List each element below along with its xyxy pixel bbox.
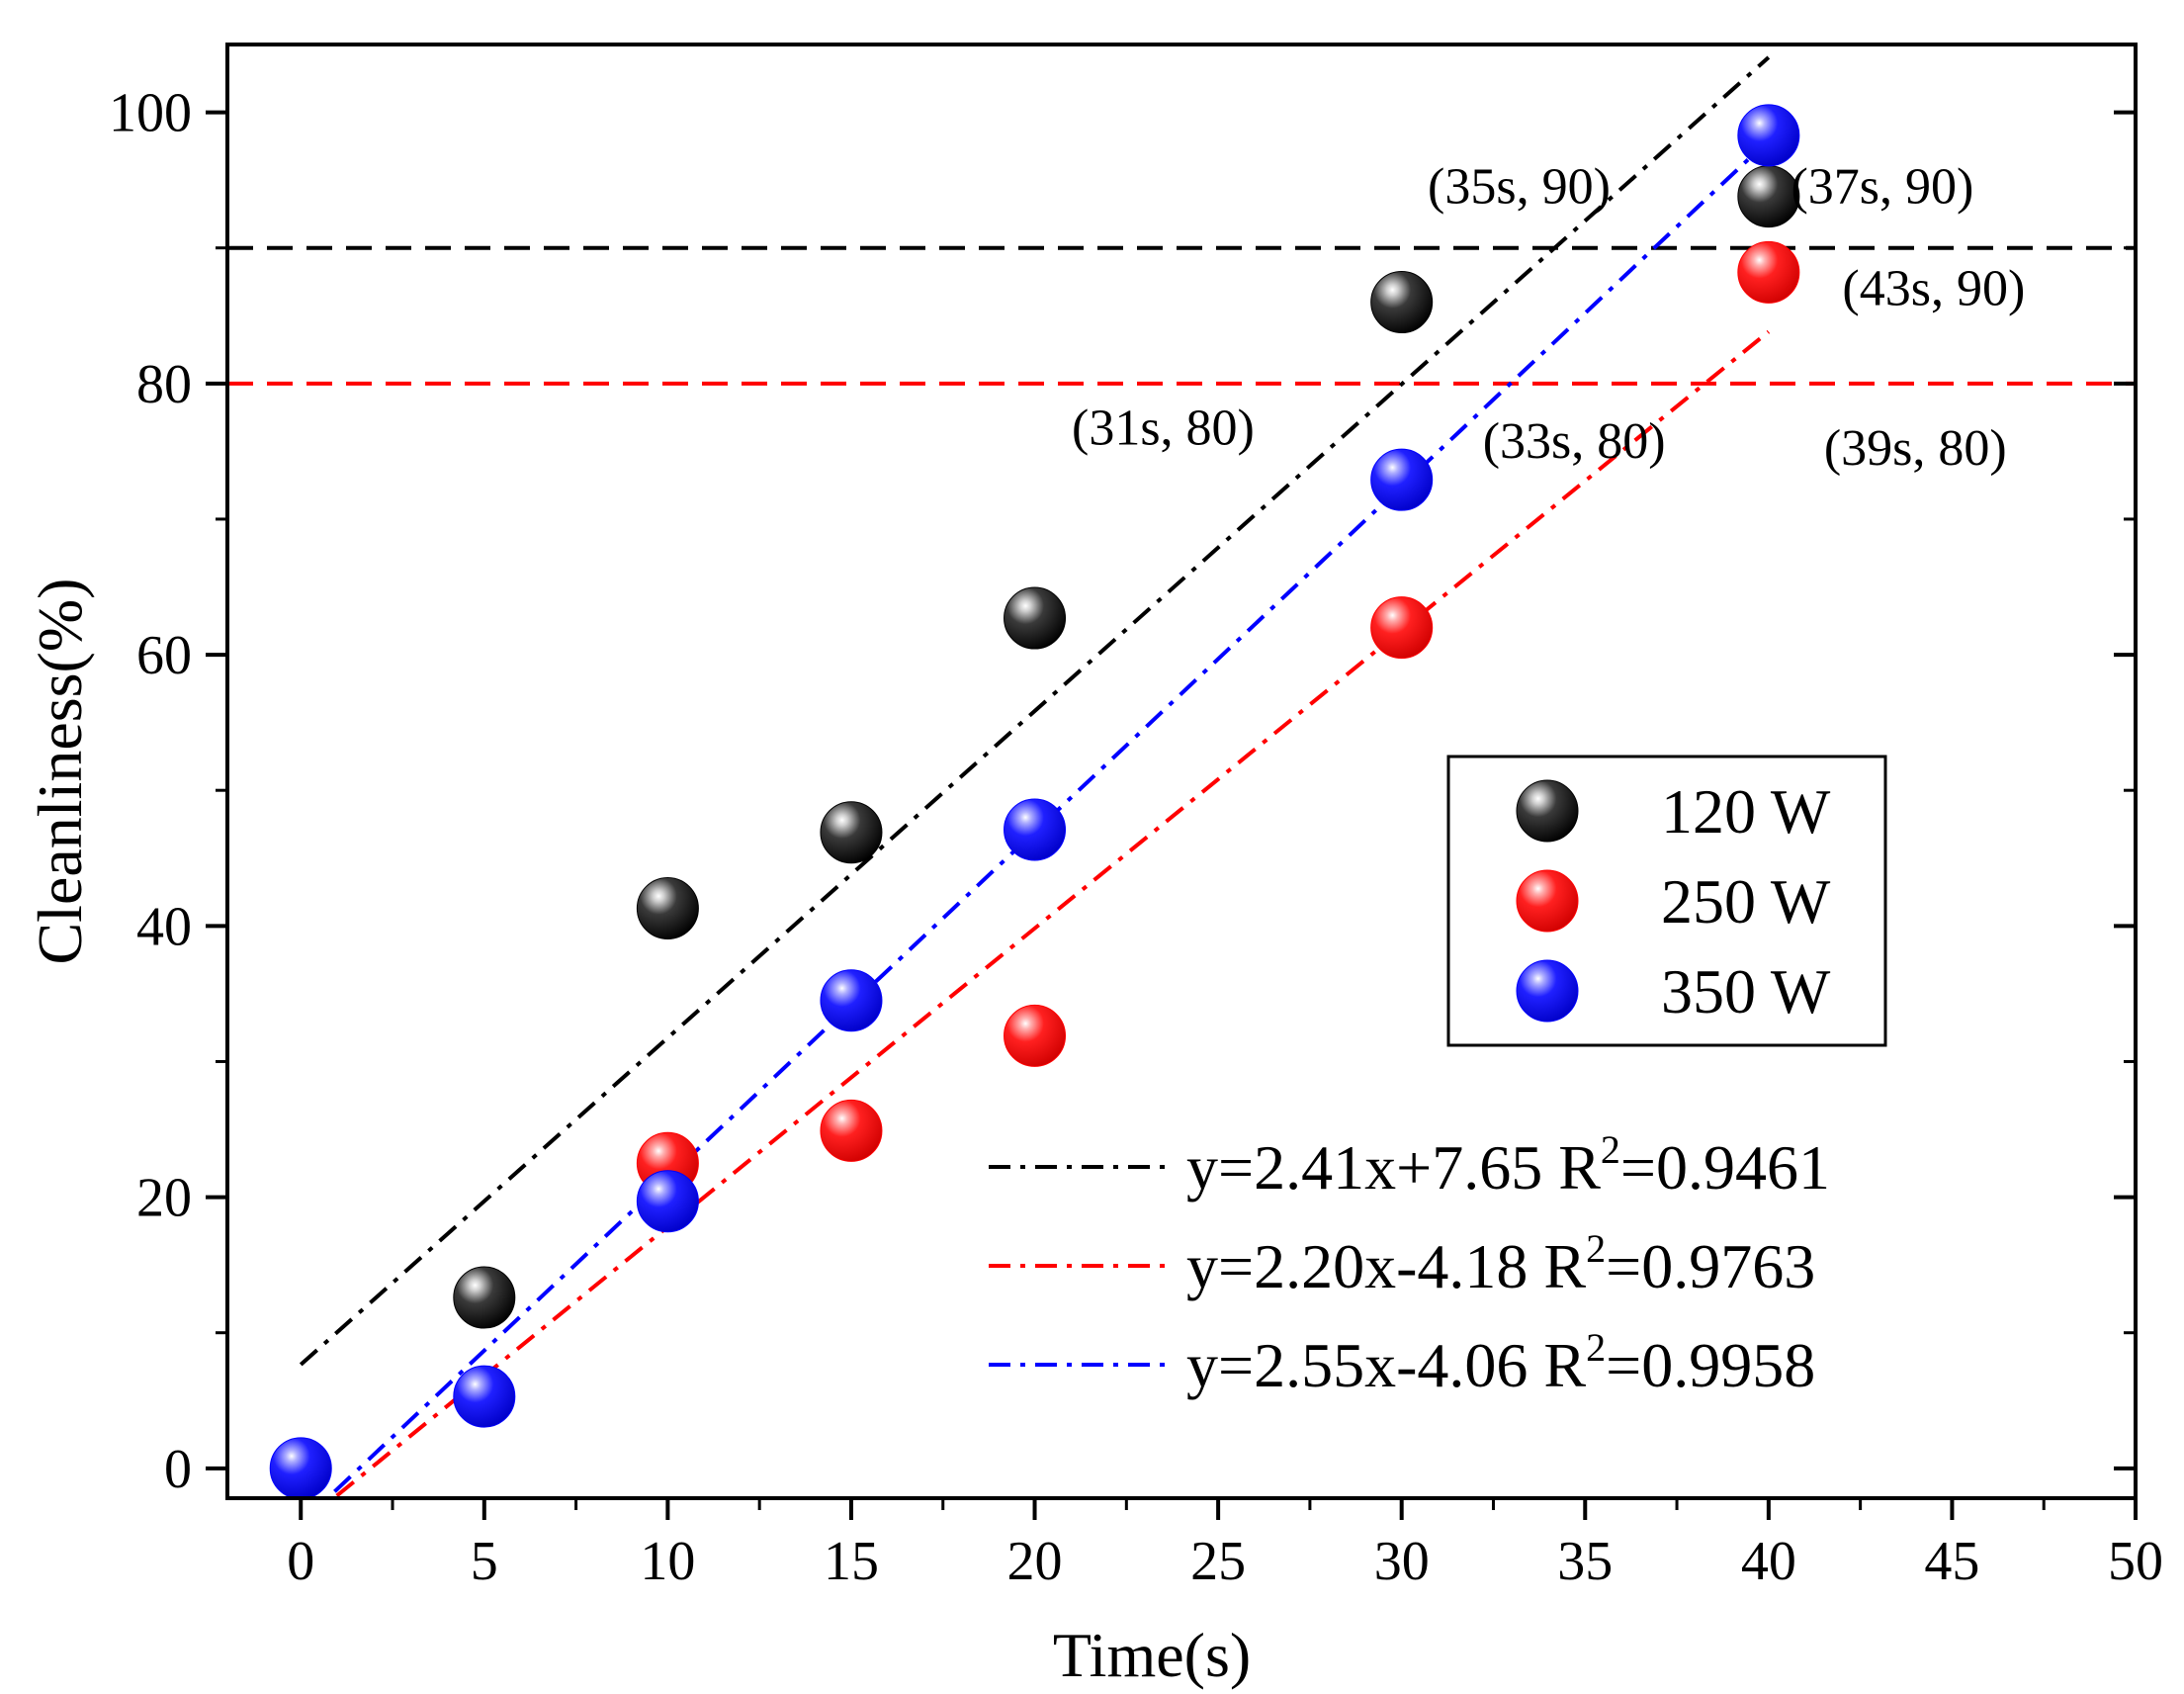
x-tick-label: 50 (2108, 1531, 2163, 1592)
data-point (820, 801, 883, 864)
legend-fit-equation: y=2.20x-4.18 R2=0.9763 (1186, 1226, 1815, 1301)
fit-line-250w (330, 329, 1771, 1498)
data-points (269, 104, 1800, 1500)
fit-line-120w (299, 55, 1771, 1367)
y-axis-label: Cleanliness(%) (25, 579, 95, 965)
x-tick-label: 10 (640, 1531, 695, 1592)
data-point (1004, 1004, 1067, 1067)
data-point-marker (636, 1170, 699, 1233)
annotation-label: (33s, 80) (1483, 413, 1666, 470)
data-point (1004, 798, 1067, 861)
data-point-marker (453, 1266, 516, 1329)
annotation-label: (43s, 90) (1842, 260, 2025, 316)
data-point (1737, 240, 1800, 304)
annotation-label: (39s, 80) (1824, 420, 2007, 477)
data-point (820, 1099, 883, 1162)
annotation-label: (31s, 80) (1072, 401, 1255, 457)
legend-marker (1516, 869, 1579, 933)
data-point-marker (1004, 586, 1067, 650)
reference-lines (227, 245, 2136, 386)
legend-label: 250 W (1661, 866, 1831, 936)
x-tick-label: 40 (1741, 1531, 1796, 1592)
data-point (636, 876, 699, 939)
legend-fit-equation: y=2.41x+7.65 R2=0.9461 (1186, 1127, 1830, 1203)
legend-fit-equation: y=2.55x-4.06 R2=0.9958 (1186, 1325, 1815, 1400)
legend: 120 W 250 W 350 W y=2.41x+7.65 R2=0.9461 y=2… (989, 755, 1887, 1400)
data-point-marker (820, 969, 883, 1032)
x-tick-label: 20 (1007, 1531, 1063, 1592)
data-point-marker (1370, 596, 1434, 660)
data-point-marker (453, 1365, 516, 1428)
x-axis-label: Time(s) (1053, 1620, 1251, 1690)
x-tick-label: 35 (1557, 1531, 1613, 1592)
data-point-marker (1737, 104, 1800, 167)
data-point-marker (1737, 240, 1800, 304)
data-point (636, 1170, 699, 1233)
annotation-label: (35s, 90) (1428, 158, 1611, 215)
annotation-label: (37s, 90) (1791, 158, 1973, 215)
data-point-marker (1004, 798, 1067, 861)
axes: 0 5 10 15 20 25 30 35 40 45 50 0 20 40 60 80 100 (109, 43, 2163, 1592)
x-tick-label: 25 (1190, 1531, 1246, 1592)
x-tick-label: 15 (824, 1531, 879, 1592)
data-point (820, 969, 883, 1032)
x-tick-label: 0 (287, 1531, 314, 1592)
data-point (1370, 448, 1434, 511)
y-tick-label: 60 (136, 625, 192, 686)
legend-marker (1516, 959, 1579, 1023)
data-point-marker (1004, 1004, 1067, 1067)
data-point-marker (636, 876, 699, 939)
x-tick-label: 5 (471, 1531, 498, 1592)
data-point-marker (269, 1437, 332, 1500)
data-point (1370, 271, 1434, 334)
data-point-marker (1370, 448, 1434, 511)
y-tick-label: 40 (136, 896, 192, 957)
data-point (453, 1365, 516, 1428)
y-tick-label: 20 (136, 1168, 192, 1229)
data-point (453, 1266, 516, 1329)
y-tick-label: 0 (164, 1439, 192, 1500)
x-tick-label: 30 (1374, 1531, 1430, 1592)
y-tick-label: 80 (136, 354, 192, 415)
legend-label: 350 W (1661, 956, 1831, 1026)
data-point-marker (820, 1099, 883, 1162)
data-point-marker (1370, 271, 1434, 334)
data-point-marker (820, 801, 883, 864)
plot-frame (225, 43, 2138, 1500)
legend-marker (1516, 779, 1579, 843)
y-tick-label: 100 (109, 83, 192, 144)
data-point (1004, 586, 1067, 650)
x-tick-label: 45 (1924, 1531, 1979, 1592)
data-point (1737, 104, 1800, 167)
data-point (1370, 596, 1434, 660)
data-point (269, 1437, 332, 1500)
annotations: (35s, 90) (37s, 90) (43s, 90) (31s, 80) (33s… (1072, 158, 2025, 477)
legend-label: 120 W (1661, 776, 1831, 847)
